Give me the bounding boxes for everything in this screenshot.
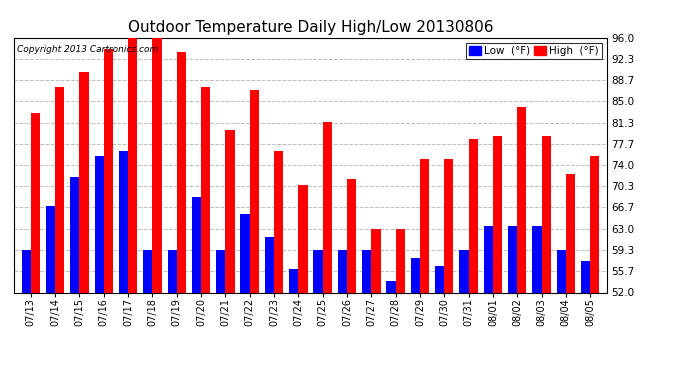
Bar [590, 156, 600, 292]
Bar [557, 250, 566, 292]
Bar [395, 229, 405, 292]
Bar [250, 90, 259, 292]
Bar [435, 266, 444, 292]
Bar [119, 150, 128, 292]
Bar [337, 250, 347, 292]
Bar [144, 250, 152, 292]
Bar [21, 250, 31, 292]
Bar [411, 258, 420, 292]
Bar [532, 226, 542, 292]
Bar [508, 226, 518, 292]
Bar [201, 87, 210, 292]
Bar [371, 229, 381, 292]
Text: Copyright 2013 Cartronics.com: Copyright 2013 Cartronics.com [17, 45, 158, 54]
Bar [581, 261, 590, 292]
Bar [70, 177, 79, 292]
Bar [128, 38, 137, 292]
Bar [240, 214, 250, 292]
Bar [362, 250, 371, 292]
Bar [55, 87, 64, 292]
Bar [313, 250, 323, 292]
Bar [79, 72, 89, 292]
Bar [518, 107, 526, 292]
Bar [192, 197, 201, 292]
Legend: Low  (°F), High  (°F): Low (°F), High (°F) [466, 43, 602, 59]
Bar [444, 159, 453, 292]
Bar [298, 185, 308, 292]
Bar [46, 206, 55, 292]
Bar [469, 139, 477, 292]
Bar [265, 237, 274, 292]
Title: Outdoor Temperature Daily High/Low 20130806: Outdoor Temperature Daily High/Low 20130… [128, 20, 493, 35]
Bar [177, 52, 186, 292]
Bar [168, 250, 177, 292]
Bar [484, 226, 493, 292]
Bar [104, 49, 113, 292]
Bar [542, 136, 551, 292]
Bar [226, 130, 235, 292]
Bar [493, 136, 502, 292]
Bar [274, 150, 284, 292]
Bar [386, 281, 395, 292]
Bar [323, 122, 332, 292]
Bar [566, 174, 575, 292]
Bar [31, 113, 40, 292]
Bar [420, 159, 429, 292]
Bar [95, 156, 103, 292]
Bar [216, 250, 226, 292]
Bar [347, 180, 356, 292]
Bar [152, 34, 161, 292]
Bar [460, 250, 469, 292]
Bar [289, 269, 298, 292]
